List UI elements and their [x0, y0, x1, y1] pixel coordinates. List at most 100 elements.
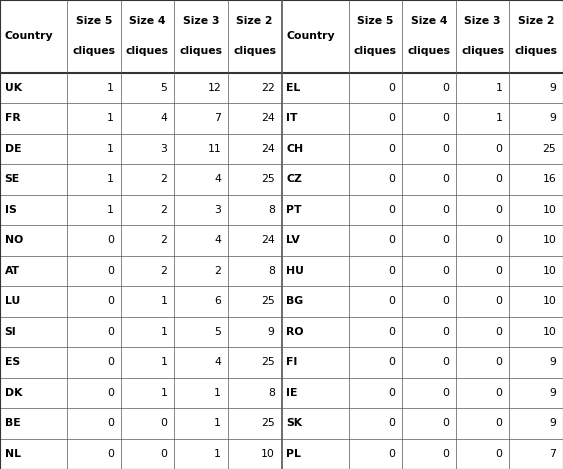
Text: 4: 4 — [160, 113, 168, 123]
Text: 0: 0 — [107, 235, 114, 245]
Text: DE: DE — [5, 144, 21, 154]
Text: 25: 25 — [261, 418, 275, 428]
Text: 11: 11 — [207, 144, 221, 154]
Text: cliques: cliques — [126, 46, 169, 56]
Text: Size 4: Size 4 — [410, 16, 447, 26]
Text: 1: 1 — [107, 205, 114, 215]
Text: 0: 0 — [388, 174, 395, 184]
Text: 4: 4 — [215, 235, 221, 245]
Text: 0: 0 — [442, 144, 449, 154]
Text: 16: 16 — [543, 174, 556, 184]
Text: AT: AT — [5, 266, 20, 276]
Text: 4: 4 — [215, 174, 221, 184]
Text: 0: 0 — [388, 357, 395, 367]
Text: SE: SE — [5, 174, 20, 184]
Text: 3: 3 — [160, 144, 168, 154]
Text: 0: 0 — [442, 388, 449, 398]
Text: 0: 0 — [107, 266, 114, 276]
Text: 0: 0 — [107, 296, 114, 306]
Text: 0: 0 — [495, 296, 503, 306]
Text: 0: 0 — [495, 449, 503, 459]
Text: BG: BG — [286, 296, 303, 306]
Text: 1: 1 — [160, 296, 168, 306]
Text: 0: 0 — [160, 418, 168, 428]
Text: PT: PT — [286, 205, 302, 215]
Text: CZ: CZ — [286, 174, 302, 184]
Text: 0: 0 — [442, 83, 449, 93]
Text: 1: 1 — [107, 144, 114, 154]
Text: FR: FR — [5, 113, 20, 123]
Text: 0: 0 — [495, 205, 503, 215]
Text: Size 3: Size 3 — [183, 16, 220, 26]
Text: PL: PL — [286, 449, 301, 459]
Text: 0: 0 — [107, 418, 114, 428]
Text: Size 2: Size 2 — [236, 16, 273, 26]
Text: 8: 8 — [268, 266, 275, 276]
Text: 0: 0 — [495, 388, 503, 398]
Text: NL: NL — [5, 449, 20, 459]
Text: 6: 6 — [215, 296, 221, 306]
Text: 0: 0 — [495, 418, 503, 428]
Text: 1: 1 — [160, 327, 168, 337]
Text: 9: 9 — [549, 388, 556, 398]
Text: 0: 0 — [495, 144, 503, 154]
Text: 1: 1 — [160, 388, 168, 398]
Text: Size 5: Size 5 — [357, 16, 394, 26]
Text: 3: 3 — [215, 205, 221, 215]
Text: 7: 7 — [549, 449, 556, 459]
Text: 10: 10 — [542, 327, 556, 337]
Text: IS: IS — [5, 205, 16, 215]
Text: cliques: cliques — [180, 46, 222, 56]
Text: NO: NO — [5, 235, 23, 245]
Text: 1: 1 — [107, 83, 114, 93]
Text: 1: 1 — [496, 113, 503, 123]
Text: SK: SK — [286, 418, 302, 428]
Text: cliques: cliques — [515, 46, 558, 56]
Text: LV: LV — [286, 235, 300, 245]
Text: 0: 0 — [495, 327, 503, 337]
Text: 9: 9 — [268, 327, 275, 337]
Text: 0: 0 — [495, 174, 503, 184]
Text: 10: 10 — [261, 449, 275, 459]
Text: 0: 0 — [388, 388, 395, 398]
Text: 4: 4 — [215, 357, 221, 367]
Text: 10: 10 — [542, 205, 556, 215]
Text: 25: 25 — [261, 357, 275, 367]
Text: 0: 0 — [442, 235, 449, 245]
Text: 1: 1 — [160, 357, 168, 367]
Text: 5: 5 — [215, 327, 221, 337]
Text: 5: 5 — [160, 83, 168, 93]
Text: 0: 0 — [442, 296, 449, 306]
Text: SI: SI — [5, 327, 16, 337]
Text: 0: 0 — [442, 266, 449, 276]
Text: 0: 0 — [107, 449, 114, 459]
Text: 10: 10 — [542, 266, 556, 276]
Text: 0: 0 — [388, 235, 395, 245]
Text: 0: 0 — [388, 144, 395, 154]
Text: cliques: cliques — [72, 46, 115, 56]
Text: 2: 2 — [215, 266, 221, 276]
Text: 0: 0 — [442, 113, 449, 123]
Text: Country: Country — [286, 31, 334, 41]
Text: 10: 10 — [542, 296, 556, 306]
Text: 24: 24 — [261, 113, 275, 123]
Text: DK: DK — [5, 388, 22, 398]
Text: 0: 0 — [107, 327, 114, 337]
Text: 2: 2 — [160, 266, 168, 276]
Text: 25: 25 — [261, 174, 275, 184]
Text: 24: 24 — [261, 235, 275, 245]
Text: 0: 0 — [442, 418, 449, 428]
Text: Country: Country — [5, 31, 53, 41]
Text: 12: 12 — [207, 83, 221, 93]
Text: 0: 0 — [388, 327, 395, 337]
Text: 10: 10 — [542, 235, 556, 245]
Text: 9: 9 — [549, 113, 556, 123]
Text: 2: 2 — [160, 235, 168, 245]
Text: UK: UK — [5, 83, 21, 93]
Text: 9: 9 — [549, 83, 556, 93]
Text: Size 2: Size 2 — [518, 16, 555, 26]
Text: 0: 0 — [388, 449, 395, 459]
Text: 22: 22 — [261, 83, 275, 93]
Text: 0: 0 — [442, 174, 449, 184]
Text: 1: 1 — [107, 113, 114, 123]
